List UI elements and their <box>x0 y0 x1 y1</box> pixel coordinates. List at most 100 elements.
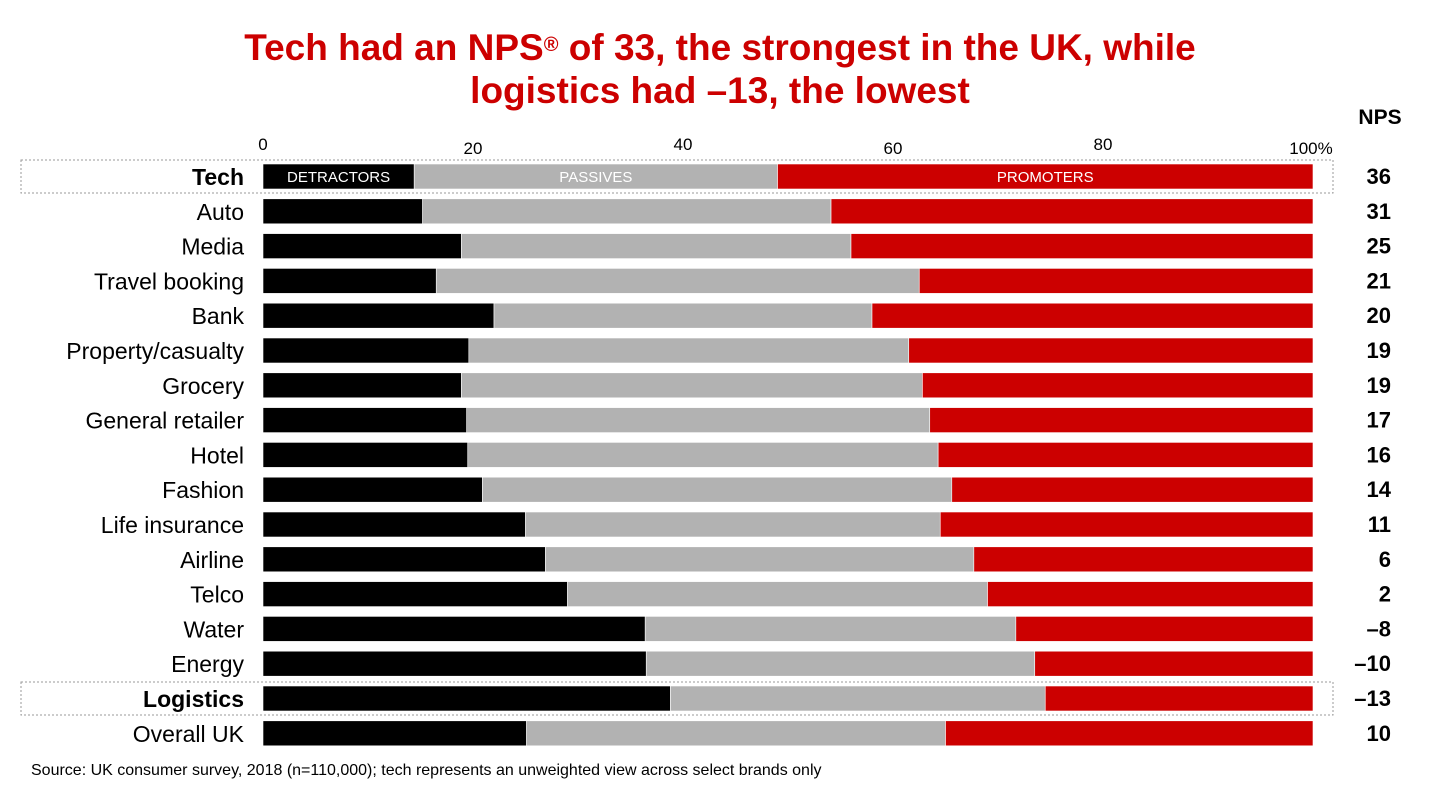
registered-mark: ® <box>543 34 559 56</box>
bar-segment-promoters <box>939 511 1314 538</box>
bar-segment-promoters <box>871 302 1314 329</box>
nps-value: 10 <box>1367 721 1391 746</box>
category-label: Logistics <box>143 686 244 712</box>
bar-segment-detractors <box>262 546 546 573</box>
segment-label-detractors: DETRACTORS <box>287 169 390 186</box>
bar-segment-detractors <box>262 302 495 329</box>
nps-header: NPS <box>1358 106 1401 129</box>
bar-segment-detractors <box>262 616 646 642</box>
bar-segment-promoters <box>830 198 1314 225</box>
bar-segment-passives <box>466 407 931 433</box>
nps-value: 21 <box>1367 268 1391 293</box>
bar-segment-passives <box>526 720 946 747</box>
category-label: General retailer <box>85 408 244 434</box>
bar-segment-passives <box>525 511 941 538</box>
bar-segment-detractors <box>262 650 647 677</box>
bar-segment-promoters <box>973 546 1314 573</box>
highlight-box <box>20 159 1334 194</box>
bar-segment-promoters <box>945 720 1314 747</box>
bar-segment-detractors <box>262 685 671 712</box>
bar-segment-passives <box>422 198 832 225</box>
bar-segment-passives <box>461 372 923 399</box>
nps-value: –10 <box>1354 651 1391 676</box>
category-label: Hotel <box>190 442 244 468</box>
chart-title: Tech had an NPS® of 33, the strongest in… <box>0 26 1440 112</box>
nps-value: 14 <box>1367 477 1392 502</box>
nps-value: 17 <box>1367 408 1391 433</box>
nps-value: 31 <box>1367 199 1391 224</box>
title-text: of 33, the strongest in the UK, while <box>558 27 1196 68</box>
bar-segment-detractors <box>262 163 415 190</box>
category-label: Grocery <box>162 373 244 399</box>
bar-segment-passives <box>413 163 778 190</box>
bar-segment-passives <box>670 685 1046 712</box>
category-label: Tech <box>192 164 244 190</box>
bar-segment-promoters <box>918 268 1314 294</box>
bar-segment-passives <box>435 268 920 294</box>
bar-segment-promoters <box>777 163 1314 190</box>
x-tick-label: 80 <box>1094 135 1113 154</box>
x-tick-label: 40 <box>674 135 693 154</box>
bar-segment-passives <box>644 616 1017 642</box>
bar-segment-passives <box>645 650 1036 677</box>
bar-segment-promoters <box>850 233 1314 259</box>
bar-segment-promoters <box>908 337 1314 364</box>
bar-segment-detractors <box>262 442 469 468</box>
category-label: Property/casualty <box>66 338 244 364</box>
category-label: Overall UK <box>133 721 245 747</box>
nps-value: 11 <box>1368 512 1391 537</box>
highlight-box <box>20 681 1334 716</box>
bar-segment-passives <box>482 476 953 503</box>
bar-segment-promoters <box>922 372 1314 399</box>
x-tick-label: 60 <box>884 139 903 158</box>
nps-value: 20 <box>1367 303 1391 328</box>
bar-segment-detractors <box>262 476 483 503</box>
category-label: Bank <box>192 303 245 329</box>
bar-segment-detractors <box>262 372 462 399</box>
nps-value: 2 <box>1379 582 1391 607</box>
bar-segment-promoters <box>937 442 1314 468</box>
bar-segment-detractors <box>262 581 568 607</box>
source-note: Source: UK consumer survey, 2018 (n=110,… <box>31 762 822 779</box>
bar-segment-promoters <box>987 581 1314 607</box>
category-label: Travel booking <box>94 268 244 294</box>
bar-segment-promoters <box>1034 650 1314 677</box>
nps-value: 6 <box>1379 547 1391 572</box>
nps-value: –8 <box>1367 616 1391 641</box>
nps-value: 36 <box>1367 164 1391 189</box>
bar-segment-detractors <box>262 511 526 538</box>
x-tick-label: 100% <box>1289 139 1332 158</box>
bar-segment-detractors <box>262 720 527 747</box>
bar-segment-detractors <box>262 407 467 433</box>
bar-segment-passives <box>567 581 988 607</box>
bar-segment-detractors <box>262 268 437 294</box>
bar-segment-passives <box>493 302 873 329</box>
category-label: Life insurance <box>101 512 244 538</box>
x-tick-label: 20 <box>464 139 483 158</box>
segment-label-promoters: PROMOTERS <box>997 169 1094 186</box>
category-label: Airline <box>180 547 244 573</box>
bar-segment-promoters <box>1044 685 1314 712</box>
nps-value: 19 <box>1367 338 1391 363</box>
title-text: Tech had an NPS <box>244 27 544 68</box>
category-label: Water <box>184 616 245 642</box>
nps-value: 19 <box>1367 373 1391 398</box>
category-label: Auto <box>197 199 244 225</box>
category-label: Fashion <box>162 477 244 503</box>
bar-segment-promoters <box>929 407 1314 433</box>
category-label: Telco <box>190 582 244 608</box>
category-label: Media <box>181 234 244 260</box>
bar-segment-promoters <box>1015 616 1314 642</box>
bar-segment-passives <box>468 337 910 364</box>
bar-segment-detractors <box>262 198 423 225</box>
bar-segment-passives <box>545 546 975 573</box>
nps-value: 25 <box>1367 234 1391 259</box>
bar-segment-detractors <box>262 337 470 364</box>
title-text-line2: logistics had –13, the lowest <box>470 70 970 111</box>
x-tick-label: 0 <box>258 135 267 154</box>
bar-segment-passives <box>461 233 852 259</box>
segment-label-passives: PASSIVES <box>559 169 632 186</box>
nps-value: –13 <box>1354 686 1391 711</box>
bar-segment-passives <box>467 442 939 468</box>
